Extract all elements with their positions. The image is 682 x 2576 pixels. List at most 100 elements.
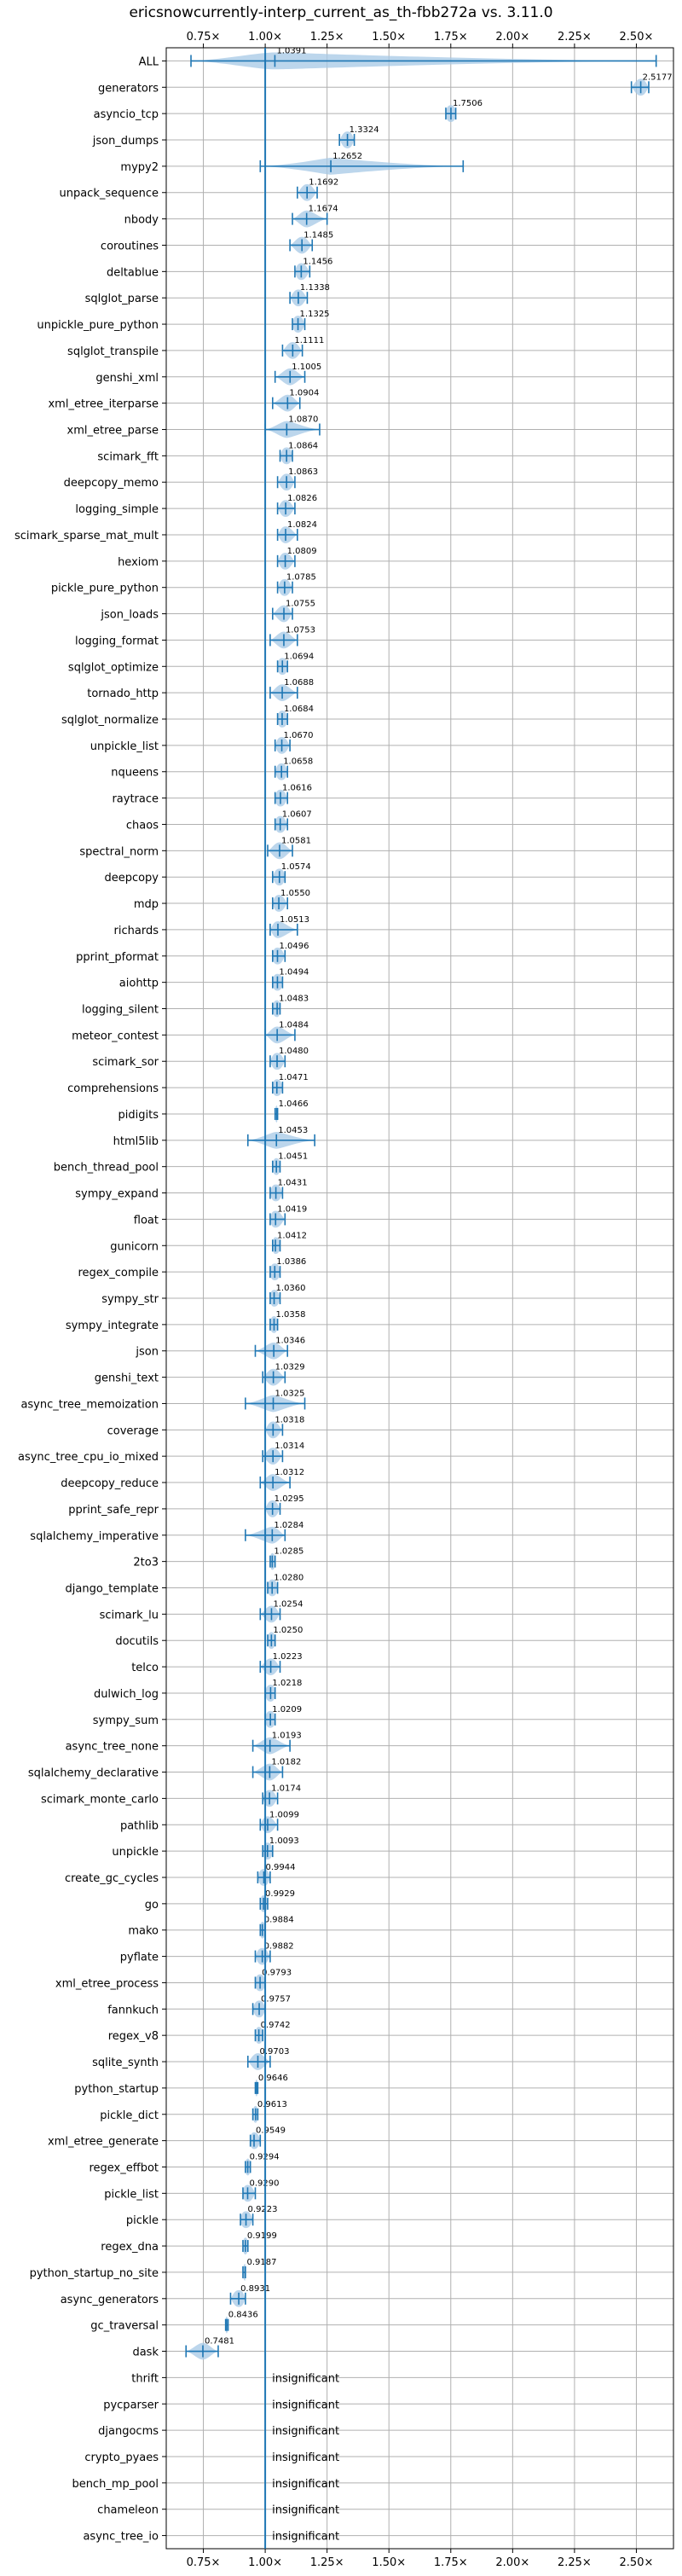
value-label-79: 0.9549 bbox=[256, 2126, 286, 2136]
value-label-70: 0.9929 bbox=[265, 1889, 295, 1899]
tick-label-bottom-7: 2.50× bbox=[620, 2556, 654, 2569]
row-label-57: 2to3 bbox=[133, 1557, 159, 1569]
value-label-74: 0.9757 bbox=[261, 1994, 291, 2004]
value-label-14: 1.0870 bbox=[288, 415, 318, 425]
value-label-15: 1.0864 bbox=[288, 441, 318, 450]
row-label-73: xml_etree_process bbox=[55, 1977, 159, 1990]
row-label-62: dulwich_log bbox=[94, 1688, 159, 1701]
tick-label-bottom-1: 1.00× bbox=[248, 2556, 282, 2569]
row-label-6: nbody bbox=[124, 214, 159, 227]
value-label-45: 1.0412 bbox=[277, 1231, 307, 1240]
value-label-57: 1.0285 bbox=[274, 1547, 303, 1557]
value-label-42: 1.0451 bbox=[278, 1152, 308, 1162]
row-label-14: xml_etree_parse bbox=[67, 425, 159, 438]
value-label-53: 1.0314 bbox=[275, 1442, 304, 1451]
value-label-28: 1.0616 bbox=[282, 784, 312, 793]
value-label-33: 1.0513 bbox=[280, 915, 309, 925]
value-label-16: 1.0863 bbox=[288, 467, 318, 477]
row-label-74: fannkuch bbox=[107, 2004, 159, 2016]
value-label-66: 1.0174 bbox=[271, 1784, 301, 1793]
value-label-69: 0.9944 bbox=[265, 1863, 295, 1872]
row-label-93: chameleon bbox=[97, 2504, 159, 2517]
value-label-40: 1.0466 bbox=[279, 1099, 309, 1109]
row-label-30: spectral_norm bbox=[79, 845, 159, 858]
row-label-65: sqlalchemy_declarative bbox=[28, 1767, 159, 1780]
row-label-92: bench_mp_pool bbox=[72, 2478, 159, 2491]
row-label-38: scimark_sor bbox=[92, 1056, 159, 1069]
row-label-10: unpickle_pure_python bbox=[37, 319, 159, 332]
row-label-50: genshi_text bbox=[95, 1372, 159, 1385]
value-label-68: 1.0093 bbox=[269, 1836, 299, 1846]
value-label-9: 1.1338 bbox=[300, 283, 330, 293]
row-label-66: scimark_monte_carlo bbox=[41, 1793, 159, 1806]
insignificant-label-90: insignificant bbox=[272, 2425, 339, 2438]
value-label-73: 0.9793 bbox=[262, 1968, 292, 1977]
row-label-79: xml_etree_generate bbox=[48, 2136, 159, 2149]
value-label-38: 1.0480 bbox=[279, 1047, 309, 1056]
value-label-63: 1.0209 bbox=[272, 1705, 302, 1714]
row-label-26: unpickle_list bbox=[90, 740, 159, 753]
row-label-34: pprint_pformat bbox=[76, 951, 159, 964]
value-label-35: 1.0494 bbox=[279, 968, 309, 978]
tick-label-bottom-5: 2.00× bbox=[495, 2556, 529, 2569]
row-label-90: djangocms bbox=[98, 2425, 159, 2438]
row-label-77: python_startup bbox=[74, 2083, 159, 2096]
row-label-75: regex_v8 bbox=[108, 2030, 159, 2043]
value-label-43: 1.0431 bbox=[278, 1179, 308, 1188]
value-label-26: 1.0670 bbox=[284, 731, 314, 740]
value-label-47: 1.0360 bbox=[276, 1284, 306, 1293]
row-label-37: meteor_contest bbox=[72, 1030, 159, 1042]
row-label-70: go bbox=[145, 1899, 159, 1912]
value-label-61: 1.0223 bbox=[273, 1652, 303, 1662]
row-label-36: logging_silent bbox=[82, 1004, 159, 1017]
row-label-24: tornado_http bbox=[87, 688, 159, 700]
value-label-48: 1.0358 bbox=[275, 1310, 305, 1320]
tick-label-top-0: 0.75× bbox=[187, 31, 221, 44]
row-label-47: sympy_str bbox=[101, 1293, 159, 1306]
row-label-68: unpickle bbox=[112, 1846, 159, 1859]
value-label-23: 1.0694 bbox=[284, 652, 314, 661]
row-label-45: gunicorn bbox=[110, 1240, 159, 1253]
value-label-50: 1.0329 bbox=[275, 1363, 305, 1372]
row-label-91: crypto_pyaes bbox=[84, 2451, 159, 2464]
tick-label-bottom-3: 1.50× bbox=[372, 2556, 406, 2569]
row-label-84: python_startup_no_site bbox=[30, 2267, 159, 2280]
row-label-43: sympy_expand bbox=[75, 1188, 159, 1201]
row-label-28: raytrace bbox=[112, 793, 159, 806]
row-label-17: logging_simple bbox=[75, 503, 159, 516]
value-label-11: 1.1111 bbox=[294, 336, 324, 345]
value-label-12: 1.1005 bbox=[292, 363, 321, 372]
tick-label-top-2: 1.25× bbox=[310, 31, 344, 44]
value-label-59: 1.0254 bbox=[273, 1599, 303, 1609]
value-label-77: 0.9646 bbox=[258, 2074, 288, 2083]
row-label-83: regex_dna bbox=[101, 2241, 159, 2254]
row-label-7: coroutines bbox=[101, 240, 159, 252]
insignificant-label-94: insignificant bbox=[272, 2531, 339, 2544]
value-label-86: 0.8436 bbox=[228, 2311, 258, 2320]
row-label-22: logging_format bbox=[75, 635, 159, 647]
value-label-54: 1.0312 bbox=[275, 1468, 304, 1477]
insignificant-label-91: insignificant bbox=[272, 2451, 339, 2464]
value-label-84: 0.9187 bbox=[247, 2258, 277, 2267]
row-label-44: float bbox=[134, 1214, 159, 1227]
row-label-19: hexiom bbox=[118, 556, 159, 569]
value-label-7: 1.1485 bbox=[303, 230, 333, 240]
value-label-22: 1.0753 bbox=[286, 625, 315, 635]
benchmark-rows: 1.0391 2.5177 1.7506 1.3324 1.2652 1.1692 1.16… bbox=[185, 46, 673, 2544]
row-label-20: pickle_pure_python bbox=[51, 583, 159, 595]
value-label-32: 1.0550 bbox=[280, 889, 310, 898]
row-label-33: richards bbox=[114, 925, 159, 937]
value-label-4: 1.2652 bbox=[332, 152, 362, 161]
value-label-55: 1.0295 bbox=[275, 1494, 304, 1504]
value-label-65: 1.0182 bbox=[271, 1758, 301, 1767]
row-label-88: thrift bbox=[131, 2372, 159, 2385]
row-label-54: deepcopy_reduce bbox=[61, 1477, 159, 1490]
value-label-41: 1.0453 bbox=[278, 1126, 308, 1135]
row-label-18: scimark_sparse_mat_mult bbox=[14, 530, 159, 542]
value-label-72: 0.9882 bbox=[264, 1942, 294, 1952]
tick-label-top-1: 1.00× bbox=[248, 31, 282, 44]
row-label-25: sqlglot_normalize bbox=[61, 714, 159, 727]
value-label-82: 0.9223 bbox=[248, 2205, 278, 2214]
row-label-51: async_tree_memoization bbox=[20, 1398, 159, 1411]
